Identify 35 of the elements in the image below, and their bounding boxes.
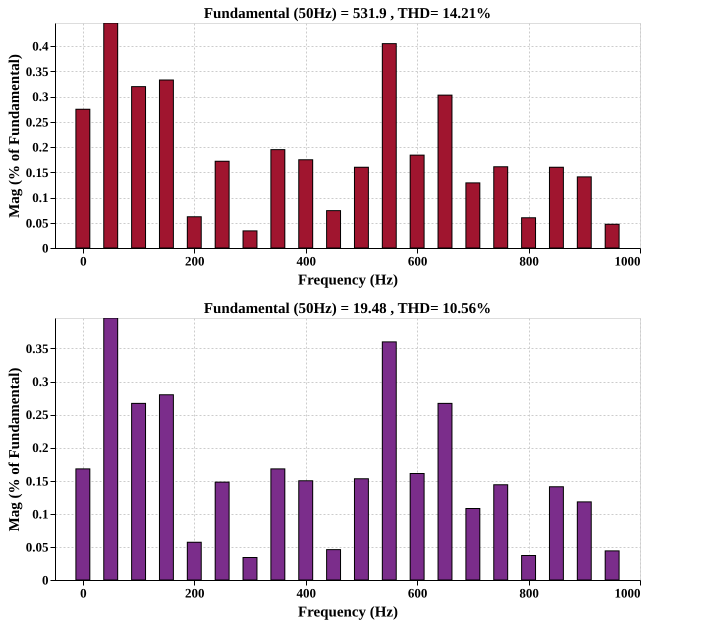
x-tick-label: 600 bbox=[408, 586, 428, 600]
x-tick-label: 600 bbox=[408, 254, 428, 268]
y-axis-title: Mag (% of Fundamental) bbox=[6, 54, 23, 218]
x-axis-title: Frequency (Hz) bbox=[298, 272, 398, 288]
x-tick-label: 400 bbox=[296, 586, 316, 600]
y-tick-label: 0.15 bbox=[26, 164, 49, 180]
y-tick-label: 0.05 bbox=[26, 215, 49, 230]
y-tick-label: 0.3 bbox=[32, 374, 49, 390]
x-axis-title: Frequency (Hz) bbox=[298, 604, 398, 620]
chart-title: Fundamental (50Hz) = 531.9 , THD= 14.21% bbox=[204, 6, 492, 22]
y-tick-label: 0.35 bbox=[26, 64, 49, 79]
x-tick-label: 200 bbox=[185, 254, 205, 268]
y-tick-label: 0.35 bbox=[26, 340, 49, 356]
chart-title: Fundamental (50Hz) = 19.48 , THD= 10.56% bbox=[204, 301, 492, 317]
y-tick-label: 0 bbox=[42, 240, 48, 256]
y-tick-label: 0.05 bbox=[26, 539, 49, 554]
y-tick-label: 0.25 bbox=[26, 407, 49, 422]
y-tick-label: 0.2 bbox=[32, 440, 48, 456]
y-tick-label: 0.2 bbox=[32, 140, 48, 155]
x-tick-label: 800 bbox=[519, 586, 539, 600]
y-tick-label: 0.25 bbox=[26, 114, 49, 130]
x-tick-label: 400 bbox=[296, 254, 316, 268]
y-tick-label: 0 bbox=[42, 572, 48, 588]
y-tick-label: 0.15 bbox=[26, 473, 49, 488]
x-tick-label: 1000 bbox=[614, 254, 640, 268]
y-tick-label: 0.1 bbox=[32, 506, 48, 522]
x-tick-label: 200 bbox=[185, 586, 205, 600]
y-tick-label: 0.3 bbox=[32, 89, 49, 104]
y-axis-title: Mag (% of Fundamental) bbox=[6, 368, 23, 532]
x-tick-label: 0 bbox=[80, 586, 87, 600]
x-tick-label: 1000 bbox=[614, 586, 640, 600]
x-tick-label: 0 bbox=[80, 254, 87, 268]
x-tick-label: 800 bbox=[519, 254, 539, 268]
y-tick-label: 0.4 bbox=[32, 38, 49, 54]
y-tick-label: 0.1 bbox=[32, 190, 48, 206]
